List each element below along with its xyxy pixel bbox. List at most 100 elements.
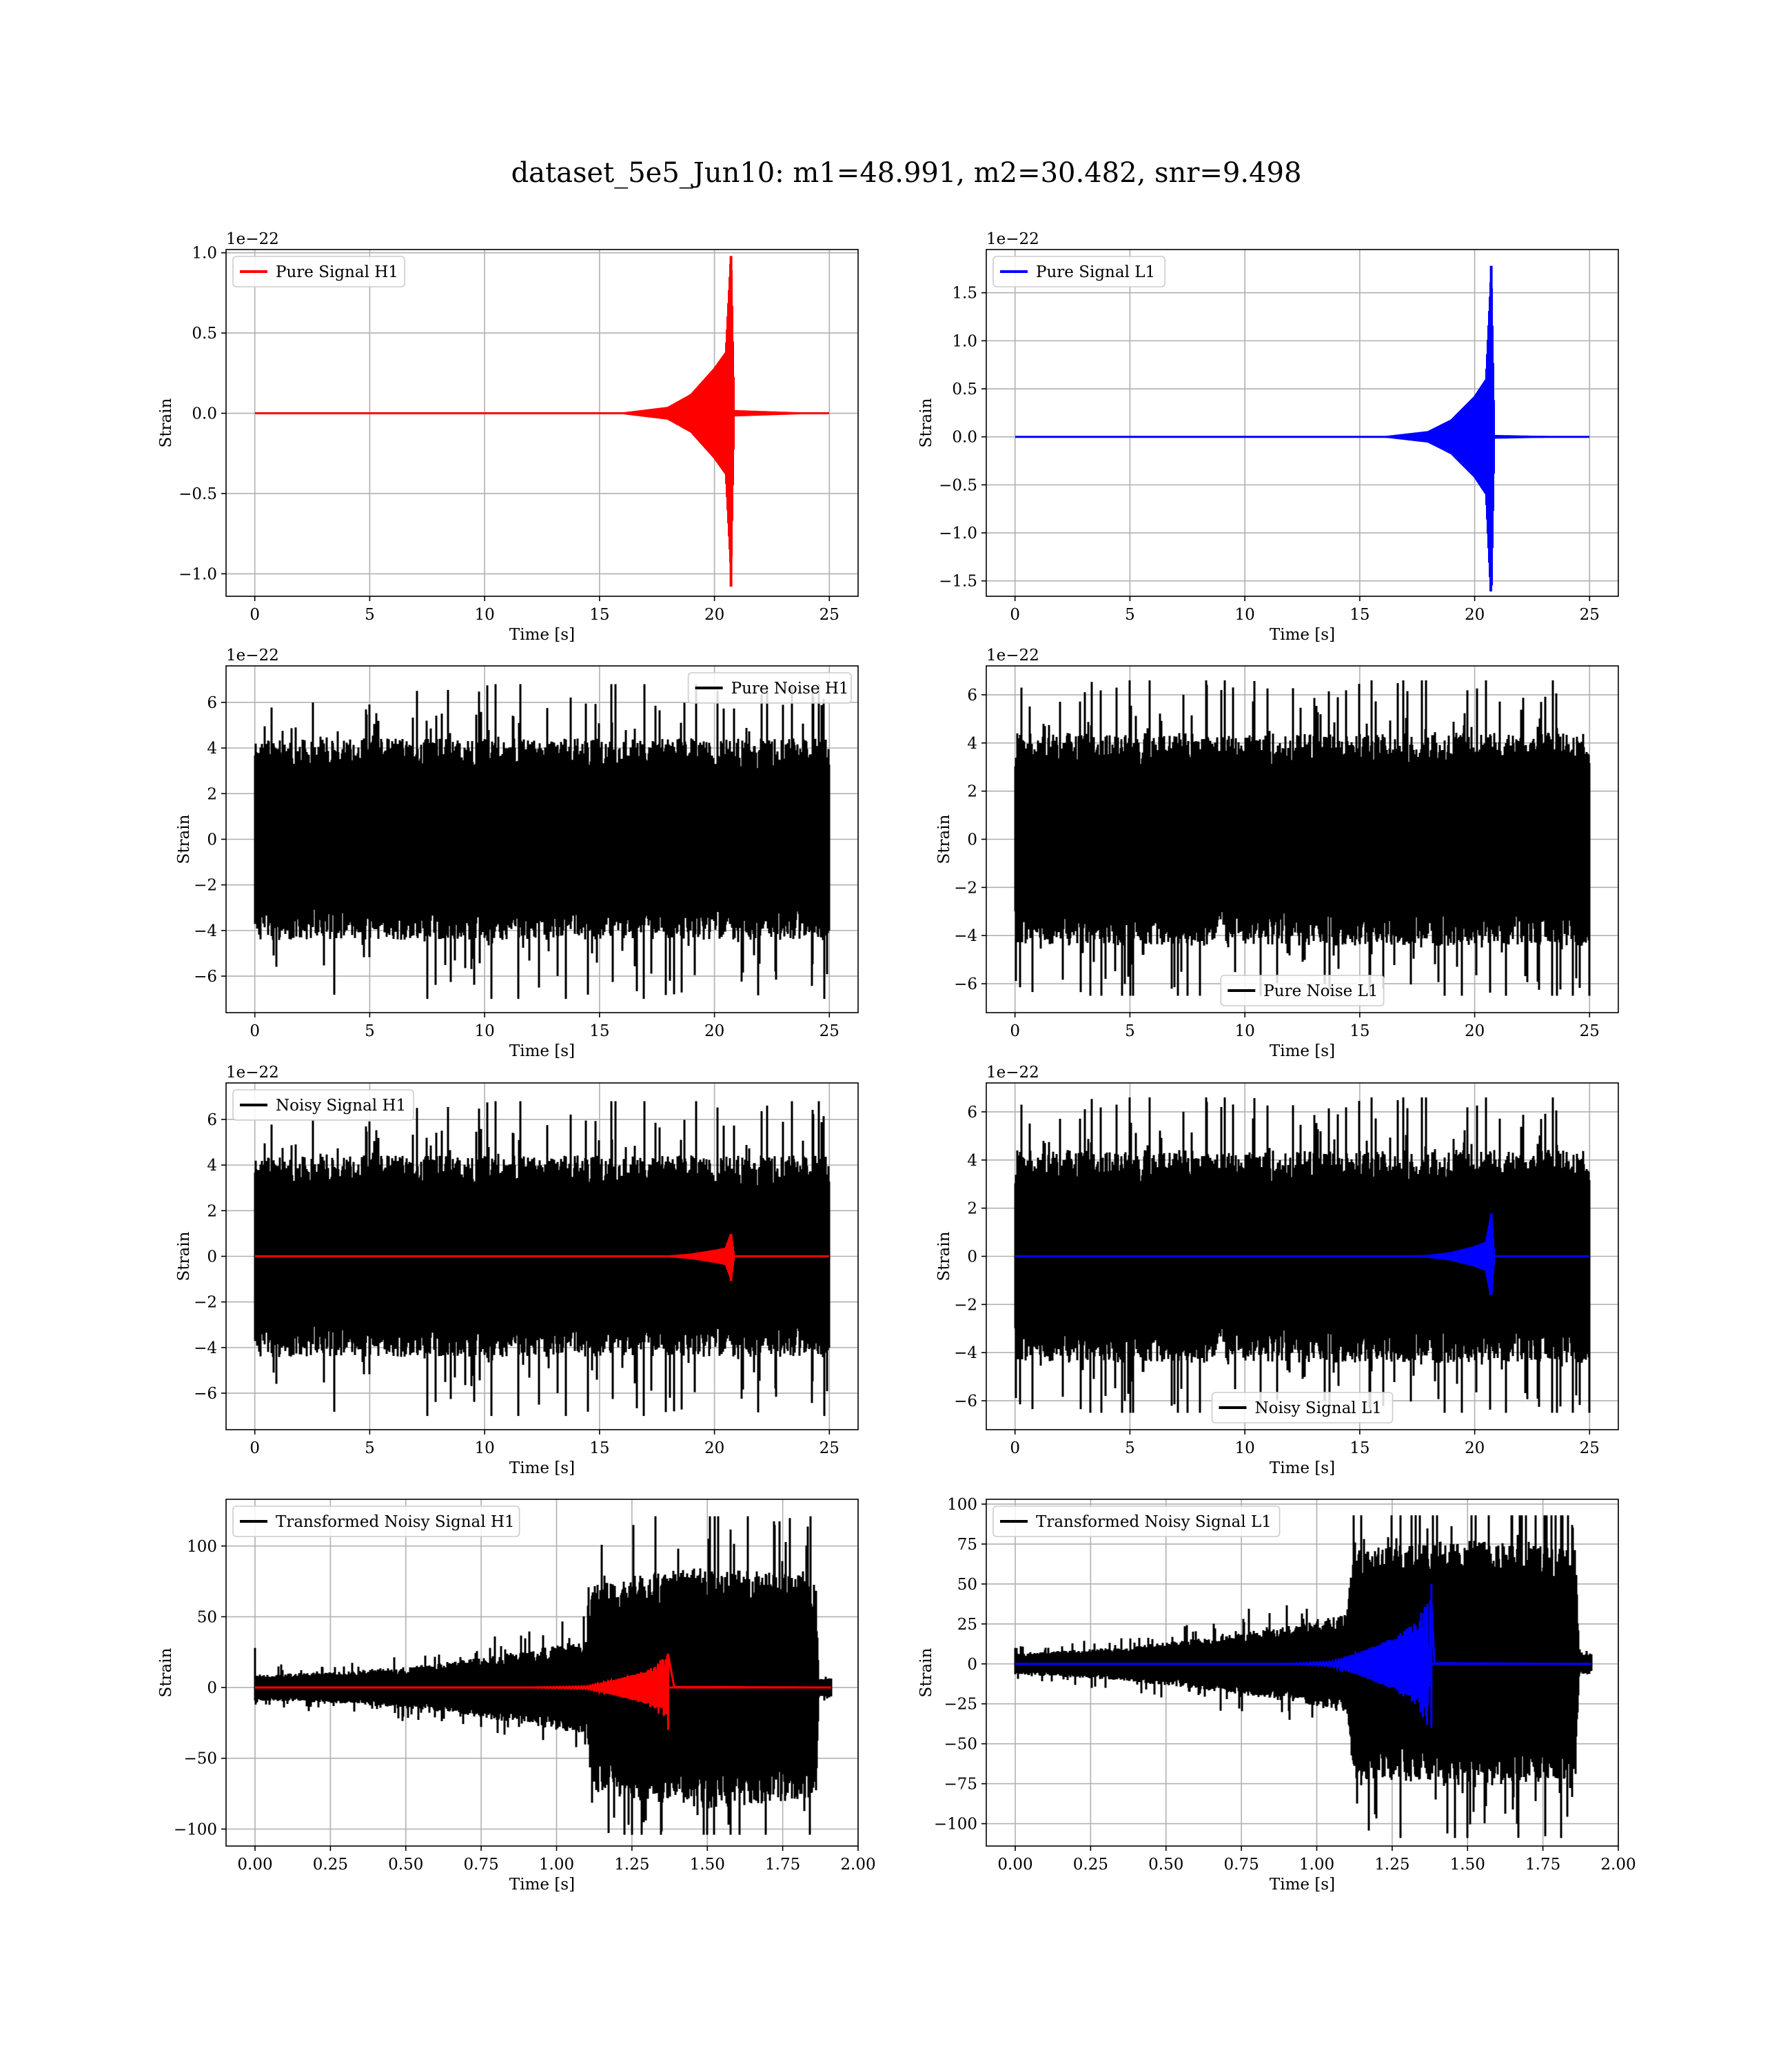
y-tick-label: −0.5 bbox=[939, 476, 977, 494]
x-axis-label: Time [s] bbox=[509, 1459, 575, 1477]
y-tick-label: −4 bbox=[194, 922, 217, 940]
legend-box bbox=[232, 1089, 414, 1121]
y-tick-label: 0 bbox=[967, 1656, 977, 1674]
series-noise bbox=[254, 1101, 831, 1417]
y-tick-label: 0.5 bbox=[192, 325, 217, 343]
series-chirp bbox=[1161, 1213, 1581, 1295]
x-tick-label: 0 bbox=[250, 606, 260, 624]
legend: Pure Signal L1 bbox=[992, 256, 1165, 287]
x-axis-label: Time [s] bbox=[509, 1876, 575, 1894]
plot-area bbox=[1014, 680, 1591, 996]
x-tick-label: 2.00 bbox=[840, 1856, 875, 1874]
y-tick-label: 25 bbox=[957, 1616, 977, 1634]
legend: Pure Signal H1 bbox=[232, 256, 405, 287]
chart-transformed-noisy-signal-l1: 0.00 0.25 0.50 0.75 1.00 1.25 1.50 1.75 2.00 −100… bbox=[917, 1496, 1636, 1894]
legend-label: Pure Signal H1 bbox=[276, 263, 398, 281]
y-tick-label: 0 bbox=[207, 831, 217, 849]
y-tick-label: −100 bbox=[934, 1816, 977, 1834]
plot-area bbox=[254, 684, 831, 1000]
y-tick-label: 4 bbox=[207, 1157, 217, 1175]
x-tick-label: 1.25 bbox=[1374, 1856, 1409, 1874]
y-tick-label: 1.0 bbox=[952, 332, 977, 350]
y-tick-label: 100 bbox=[187, 1538, 217, 1556]
offset-text: 1e−22 bbox=[226, 230, 279, 248]
y-tick-label: 50 bbox=[957, 1576, 977, 1594]
x-tick-label: 25 bbox=[1580, 606, 1600, 624]
chart-pure-noise-h1: 0 5 10 15 20 25 −6 −4 −2 0 2 4 6 Time [s] Strain 1e−22 P… bbox=[175, 647, 859, 1060]
y-tick-label: 75 bbox=[957, 1536, 977, 1554]
x-tick-label: 25 bbox=[819, 1439, 839, 1457]
y-axis-label: Strain bbox=[157, 398, 175, 447]
x-tick-label: 1.75 bbox=[1525, 1856, 1560, 1874]
y-axis-label: Strain bbox=[917, 398, 935, 447]
legend: Noisy Signal H1 bbox=[232, 1089, 414, 1121]
y-tick-label: −4 bbox=[194, 1339, 217, 1357]
x-tick-label: 1.75 bbox=[765, 1856, 800, 1874]
x-tick-label: 0.00 bbox=[237, 1856, 272, 1874]
chart-transformed-noisy-signal-h1: 0.00 0.25 0.50 0.75 1.00 1.25 1.50 1.75 2.00 −100… bbox=[157, 1499, 876, 1894]
chart-noisy-signal-h1: 0 5 10 15 20 25 −6 −4 −2 0 2 4 6 Time [s] Strain 1e−22 N… bbox=[175, 1064, 859, 1477]
x-tick-label: 25 bbox=[1580, 1022, 1600, 1040]
y-tick-label: 4 bbox=[967, 1152, 977, 1170]
y-tick-label: 1.5 bbox=[952, 285, 977, 303]
x-axis-label: Time [s] bbox=[509, 626, 575, 644]
offset-text: 1e−22 bbox=[226, 647, 279, 665]
axes-frame bbox=[986, 1499, 1619, 1847]
y-tick-label: 2 bbox=[207, 1202, 217, 1220]
series-chirp bbox=[1161, 265, 1581, 591]
x-tick-label: 20 bbox=[704, 1022, 724, 1040]
ticks: 0 5 10 15 20 25 −6 −4 −2 0 2 4 6 bbox=[954, 687, 1600, 1040]
x-tick-label: 0 bbox=[250, 1439, 260, 1457]
legend: Pure Noise L1 bbox=[1220, 975, 1385, 1006]
y-tick-label: 0.0 bbox=[952, 429, 977, 447]
y-axis-label: Strain bbox=[935, 1231, 953, 1281]
series-noise bbox=[254, 1516, 833, 1835]
legend-box bbox=[1211, 1392, 1394, 1423]
legend-label: Noisy Signal L1 bbox=[1255, 1399, 1382, 1417]
x-tick-label: 0.25 bbox=[313, 1856, 348, 1874]
ticks: 0 5 10 15 20 25 −6 −4 −2 0 2 4 6 bbox=[954, 1104, 1600, 1457]
y-tick-label: 100 bbox=[947, 1496, 977, 1514]
y-tick-label: −1.0 bbox=[939, 525, 977, 543]
legend: Transformed Noisy Signal L1 bbox=[992, 1506, 1281, 1537]
y-tick-label: −100 bbox=[174, 1821, 217, 1838]
x-tick-label: 0.00 bbox=[997, 1856, 1032, 1874]
series-noise bbox=[1014, 1097, 1591, 1413]
y-tick-label: −6 bbox=[194, 1385, 217, 1403]
x-tick-label: 0 bbox=[1010, 1022, 1020, 1040]
y-axis-label: Strain bbox=[157, 1648, 175, 1697]
ticks: 0.00 0.25 0.50 0.75 1.00 1.25 1.50 1.75 2.00 −100… bbox=[174, 1538, 876, 1874]
y-tick-label: 2 bbox=[207, 785, 217, 803]
legend-label: Transformed Noisy Signal H1 bbox=[276, 1513, 515, 1531]
plot-area bbox=[254, 1516, 833, 1835]
chart-noisy-signal-l1: 0 5 10 15 20 25 −6 −4 −2 0 2 4 6 Time [s] Strain 1e−22 N… bbox=[935, 1064, 1619, 1477]
plot-area bbox=[255, 256, 829, 587]
grid bbox=[226, 250, 858, 596]
offset-text: 1e−22 bbox=[986, 647, 1039, 665]
legend-box bbox=[1220, 975, 1385, 1006]
axes-frame bbox=[225, 1499, 859, 1847]
series-noise bbox=[254, 684, 831, 1000]
x-tick-label: 25 bbox=[819, 1022, 839, 1040]
x-tick-label: 10 bbox=[474, 1439, 494, 1457]
x-tick-label: 1.50 bbox=[690, 1856, 725, 1874]
plot-area bbox=[1015, 265, 1589, 591]
y-axis-label: Strain bbox=[175, 814, 193, 864]
plot-area bbox=[1014, 1515, 1593, 1838]
x-tick-label: 0.75 bbox=[464, 1856, 499, 1874]
x-tick-label: 15 bbox=[1350, 1439, 1370, 1457]
legend: Pure Noise H1 bbox=[687, 672, 852, 704]
legend-label: Pure Signal L1 bbox=[1036, 263, 1155, 281]
y-tick-label: 0.0 bbox=[192, 405, 217, 423]
x-tick-label: 25 bbox=[1580, 1439, 1600, 1457]
legend-label: Pure Noise H1 bbox=[731, 680, 849, 698]
x-tick-label: 10 bbox=[1234, 1022, 1254, 1040]
x-tick-label: 0 bbox=[250, 1022, 260, 1040]
series-chirp bbox=[1015, 1583, 1591, 1728]
y-axis-label: Strain bbox=[175, 1231, 193, 1281]
legend-label: Transformed Noisy Signal L1 bbox=[1036, 1513, 1272, 1531]
x-tick-label: 5 bbox=[365, 1439, 375, 1457]
y-tick-label: −2 bbox=[194, 1294, 217, 1312]
x-tick-label: 1.00 bbox=[1299, 1856, 1334, 1874]
